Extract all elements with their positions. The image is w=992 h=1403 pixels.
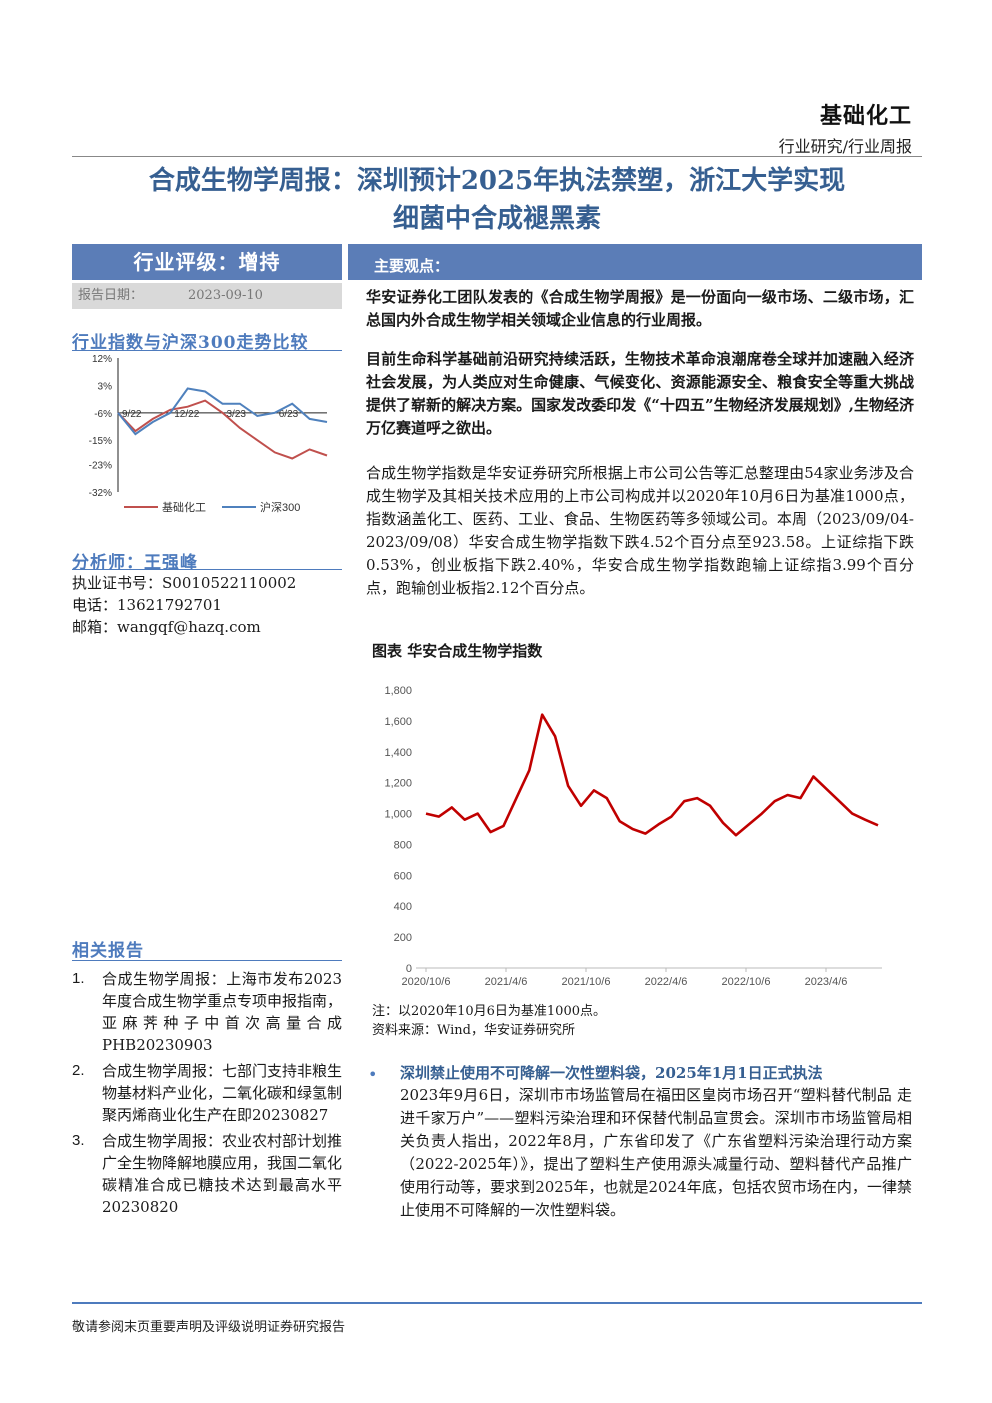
mini-series-line [117,399,328,460]
related-reports-title: 相关报告 [72,941,144,961]
main-x-tick-label: 2022/4/6 [645,976,688,988]
figure-title: 图表 华安合成生物学指数 [372,642,543,660]
main-y-tick-label: 1,800 [384,685,412,697]
main-chart-axes: 1,8001,6001,4001,2001,000800600400200020… [384,685,882,988]
news-headline: 深圳禁止使用不可降解一次性塑料袋，2025年1月1日正式执法 [400,1064,823,1082]
main-x-tick-label: 2020/10/6 [402,976,451,988]
mini-x-tick-label: 12/22 [174,409,199,420]
main-points-bar [348,244,922,280]
main-x-tick-label: 2021/10/6 [562,976,611,988]
title-line-2: 细菌中合成褪黑素 [392,204,601,234]
related-report-number: 1. [72,970,85,987]
date-label: 报告日期： [78,288,144,303]
mini-chart-title-underline [72,350,342,351]
main-y-tick-label: 1,000 [384,809,412,821]
mini-y-tick-label: -23% [89,461,112,472]
mini-y-tick-label: -15% [89,436,112,447]
synbio-index-line [425,713,879,837]
related-title-underline [72,960,342,961]
mini-x-tick-label: 9/22 [122,409,142,420]
related-report-item[interactable]: 3. 合成生物学周报：农业农村部计划推广全生物降解地膜应用，我国二氧化碳精准合成… [72,1130,342,1218]
related-report-number: 2. [72,1062,85,1079]
mini-chart-lines [117,387,328,460]
mini-y-tick-label: 12% [92,354,112,365]
mini-x-tick-label: 6/23 [279,409,299,420]
synbio-index-chart: 1,8001,6001,4001,2001,000800600400200020… [384,685,882,988]
sector-name: 基础化工 [819,103,912,129]
main-x-tick-label: 2022/10/6 [722,976,771,988]
title-line-1: 合成生物学周报：深圳预计2025年执法禁塑，浙江大学实现 [148,166,846,196]
main-y-tick-label: 1,200 [384,778,412,790]
analyst-title-underline [72,569,342,570]
main-y-tick-label: 400 [394,901,412,913]
mini-chart-legend: 基础化工 沪深300 [124,500,300,514]
date-value: 2023-09-10 [188,288,263,303]
related-report-text: 合成生物学周报：农业农村部计划推广全生物降解地膜应用，我国二氧化碳精准合成已糖技… [102,1132,343,1216]
summary-paragraph-3: 合成生物学指数是华安证券研究所根据上市公司公告等汇总整理由54家业务涉及合成生物… [366,464,914,597]
analyst-email[interactable]: 邮箱：wangqf@hazq.com [72,618,261,636]
header-divider [72,156,922,157]
analyst-title: 分析师：王强峰 [72,553,198,573]
figure-source: 资料来源：Wind，华安证券研究所 [372,1023,575,1038]
main-x-tick-label: 2021/4/6 [485,976,528,988]
rating-badge: 行业评级：增持 [72,244,342,280]
mini-y-tick-label: -6% [94,409,112,420]
bullet-icon: • [368,1065,378,1084]
main-chart-lines [425,713,879,837]
analyst-phone: 电话：13621792701 [72,596,222,614]
mini-series-line [117,387,328,436]
report-title: 合成生物学周报：深圳预计2025年执法禁塑，浙江大学实现 细菌中合成褪黑素 [72,162,922,238]
report-date: 报告日期： 2023-09-10 [72,283,342,309]
mini-x-tick-label: 3/23 [227,409,247,420]
main-x-tick-label: 2023/4/6 [805,976,848,988]
industry-vs-hs300-chart: 12% 3% -6% -15% -23% -32% 9/22 12/22 3/23 6/23 基础… [89,354,328,514]
main-y-tick-label: 1,400 [384,747,412,759]
news-body: 2023年9月6日，深圳市市场监管局在福田区皇岗市场召开“塑料替代制品 走进千家… [400,1086,912,1219]
related-report-text: 合成生物学周报：上海市发布2023年度合成生物学重点专项申报指南，亚麻荠种子中首… [102,970,343,1054]
mini-legend-label: 沪深300 [260,500,300,514]
analyst-cert: 执业证书号：S0010522110002 [72,574,297,592]
footer-divider [72,1302,922,1304]
footer-disclaimer: 敬请参阅末页重要声明及评级说明证券研究报告 [72,1320,346,1335]
report-type: 行业研究/行业周报 [778,137,912,156]
mini-y-tick-label: 3% [98,381,113,392]
main-y-tick-label: 600 [394,870,412,882]
related-report-text: 合成生物学周报：七部门支持非粮生物基材料产业化，二氧化碳和绿氢制聚丙烯商业化生产… [102,1062,343,1124]
figure-note: 注：以2020年10月6日为基准1000点。 [372,1004,606,1019]
main-y-tick-label: 1,600 [384,716,412,728]
main-y-tick-label: 800 [394,839,412,851]
related-report-number: 3. [72,1132,85,1149]
related-report-item[interactable]: 2. 合成生物学周报：七部门支持非粮生物基材料产业化，二氧化碳和绿氢制聚丙烯商业… [72,1060,342,1126]
related-report-item[interactable]: 1. 合成生物学周报：上海市发布2023年度合成生物学重点专项申报指南，亚麻荠种… [72,968,342,1056]
main-y-tick-label: 0 [406,963,412,975]
main-points-label: 主要观点： [374,257,450,275]
main-y-tick-label: 200 [394,932,412,944]
related-reports-list: 1. 合成生物学周报：上海市发布2023年度合成生物学重点专项申报指南，亚麻荠种… [72,968,342,1222]
mini-chart-axes: 12% 3% -6% -15% -23% -32% 9/22 12/22 3/23 6/23 [89,354,327,499]
mini-legend-label: 基础化工 [162,500,206,514]
summary-paragraph-2: 目前生命科学基础前沿研究持续活跃，生物技术革命浪潮席卷全球并加速融入经济社会发展… [366,350,914,437]
mini-y-tick-label: -32% [89,488,112,499]
mini-chart-title: 行业指数与沪深300走势比较 [72,333,309,353]
summary-paragraph-1: 华安证券化工团队发表的《合成生物学周报》是一份面向一级市场、二级市场，汇总国内外… [366,288,914,329]
